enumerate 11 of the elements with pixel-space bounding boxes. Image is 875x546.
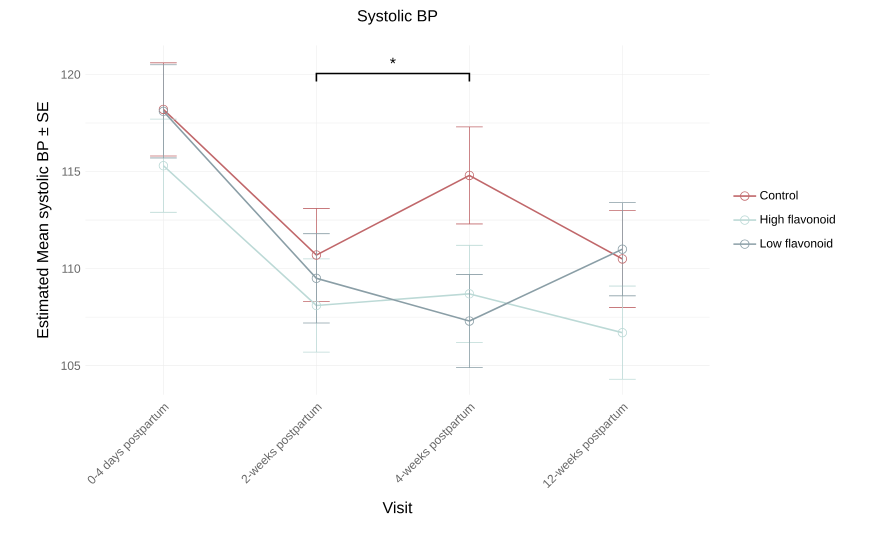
- annotation: *: [390, 58, 396, 64]
- y-tick-label: 110: [62, 264, 80, 274]
- y-axis-title: Estimated Mean systolic BP ± SE: [36, 102, 52, 338]
- y-tick-label: 120: [62, 70, 80, 79]
- legend-label: Control: [760, 190, 798, 200]
- y-tick-label: 105: [62, 362, 80, 370]
- chart-title: Systolic BP: [358, 10, 438, 25]
- legend-label: High flavonoid: [760, 214, 835, 226]
- x-axis-title: Visit: [382, 502, 412, 514]
- y-tick-label: 115: [62, 168, 80, 176]
- legend-label: Low flavonoid: [760, 238, 832, 248]
